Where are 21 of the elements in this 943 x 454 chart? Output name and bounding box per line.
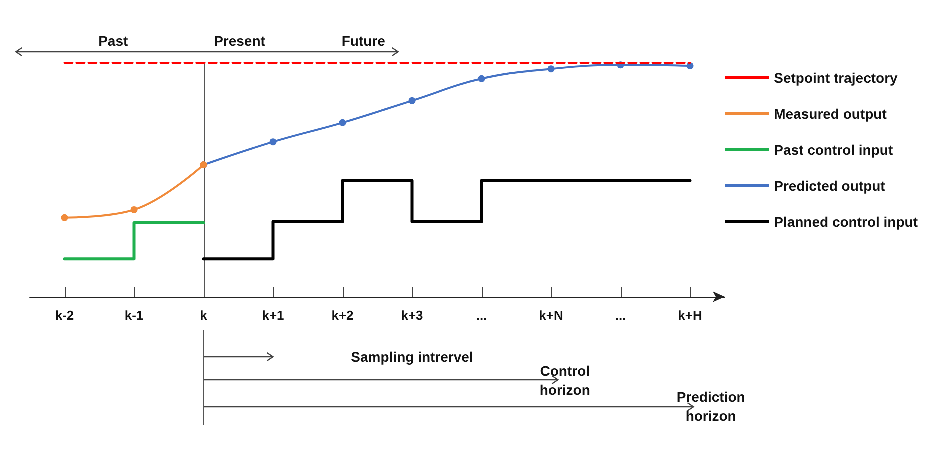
- text: Future: [340, 32, 386, 51]
- x-tick-label: k-2: [55, 308, 74, 323]
- x-tick-label: ...: [476, 308, 488, 323]
- x-tick-label: k+1: [262, 308, 284, 323]
- x-tick-label: k+3: [401, 308, 424, 323]
- text: Sampling intrervel: [350, 348, 474, 367]
- text: Prediction horizon: [676, 388, 746, 426]
- x-tick-label: k-1: [124, 308, 144, 323]
- legend-label: Setpoint trajectory: [774, 70, 898, 86]
- legend-label: Past control input: [774, 142, 894, 158]
- legend-label: Predicted output: [774, 178, 886, 194]
- ref-line-label: Present: [214, 33, 266, 49]
- text: Control horizon: [538, 362, 592, 400]
- legend-label: Planned control input: [774, 214, 918, 230]
- text: Past: [98, 32, 130, 51]
- legend-label: Measured output: [774, 106, 888, 122]
- x-tick-label: k+2: [332, 308, 354, 323]
- x-tick-label: k+H: [678, 308, 702, 323]
- x-tick-label: ...: [615, 308, 626, 323]
- x-tick-label: k+N: [539, 308, 564, 323]
- x-tick-label: k: [200, 308, 208, 323]
